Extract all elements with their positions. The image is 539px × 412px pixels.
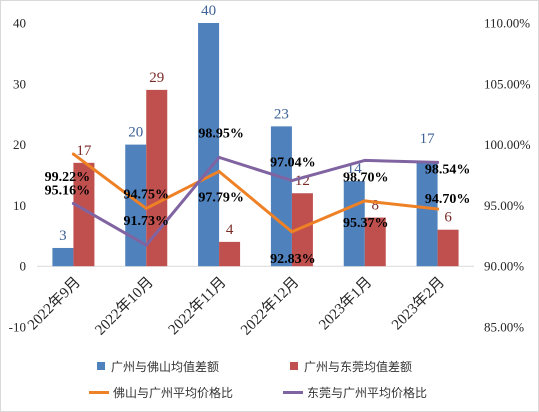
legend-swatch-red-square [290, 362, 298, 370]
point-label-dg-gz-ratio: 97.04% [270, 156, 316, 171]
point-label-dg-gz-ratio: 95.16% [45, 183, 91, 198]
y-right-tick-label: 90.00% [484, 259, 524, 274]
legend-item-gz-dg-diff: 广州与东莞均值差额 [290, 358, 412, 374]
y-left-tick-label: -10 [9, 320, 26, 335]
point-label-fs-gz-ratio: 94.75% [124, 187, 170, 202]
legend-item-gz-fs-diff: 广州与佛山均值差额 [97, 358, 219, 374]
point-fs-gz-ratio [144, 206, 148, 210]
y-right-tick-label: 110.00% [484, 16, 530, 31]
point-dg-gz-ratio [290, 179, 294, 183]
bar-label-gz-fs-diff: 17 [420, 131, 436, 147]
y-right-tick-label: 85.00% [484, 320, 524, 335]
point-label-fs-gz-ratio: 95.37% [343, 216, 389, 231]
point-dg-gz-ratio [144, 243, 148, 247]
point-fs-gz-ratio [217, 169, 221, 173]
point-fs-gz-ratio [363, 199, 367, 203]
bar-gz-dg-diff [291, 193, 313, 267]
bar-label-gz-dg-diff: 8 [372, 198, 380, 214]
y-left-tick-label: 0 [20, 259, 27, 274]
bar-gz-dg-diff [146, 89, 168, 267]
legend-swatch-blue-square [97, 362, 105, 370]
legend-swatch-orange-line [89, 390, 109, 394]
point-fs-gz-ratio [290, 230, 294, 234]
point-label-dg-gz-ratio: 98.95% [198, 126, 244, 141]
line-fs-gz-ratio [71, 152, 440, 234]
y-right-tick-label: 100.00% [484, 137, 531, 152]
legend-swatch-purple-line [283, 390, 303, 394]
point-dg-gz-ratio [436, 160, 440, 164]
line-dg-gz-ratio [71, 155, 440, 247]
point-label-fs-gz-ratio: 92.83% [270, 252, 316, 267]
point-dg-gz-ratio [217, 155, 221, 159]
tick-labels-layer: 40 30 20 10 0 -10 110.00% 105.00% 100.00% 95.00% 9… [9, 16, 531, 335]
y-left-tick-label: 20 [13, 137, 26, 152]
point-label-dg-gz-ratio: 98.54% [425, 162, 471, 177]
bars-layer [52, 23, 459, 267]
point-dg-gz-ratio [71, 201, 75, 205]
y-right-tick-label: 95.00% [484, 198, 524, 213]
points-layer [71, 152, 440, 247]
bar-label-gz-fs-diff: 23 [274, 106, 289, 122]
bar-label-gz-fs-diff: 3 [59, 228, 67, 244]
bar-gz-dg-diff [437, 229, 459, 267]
y-left-tick-label: 30 [13, 76, 26, 91]
legend-label: 广州与佛山均值差额 [111, 359, 220, 374]
bar-label-gz-dg-diff: 17 [76, 143, 92, 159]
legend-label: 广州与东莞均值差额 [304, 359, 413, 374]
lines-layer [71, 152, 440, 247]
point-label-dg-gz-ratio: 98.70% [343, 170, 389, 185]
bar-gz-fs-diff [416, 162, 438, 267]
legend-label: 东莞与广州平均价格比 [307, 385, 428, 400]
bar-label-gz-dg-diff: 6 [444, 210, 452, 226]
line-labels-layer: 99.22% 94.75% 97.79% 92.83% 95.37% 94.70% 95.1… [45, 126, 471, 266]
y-left-tick-label: 10 [13, 198, 26, 213]
bar-gz-dg-diff [73, 162, 95, 267]
point-fs-gz-ratio [436, 207, 440, 211]
bar-label-gz-fs-diff: 40 [201, 3, 216, 19]
bar-gz-fs-diff [198, 23, 220, 267]
bar-gz-dg-diff [364, 217, 386, 267]
bar-label-gz-fs-diff: 20 [128, 125, 143, 141]
point-label-fs-gz-ratio: 97.79% [198, 190, 244, 205]
legend-item-dg-gz-ratio: 东莞与广州平均价格比 [283, 384, 427, 400]
point-label-fs-gz-ratio: 94.70% [425, 192, 471, 207]
point-dg-gz-ratio [363, 158, 367, 162]
bar-label-gz-dg-diff: 29 [149, 70, 164, 86]
legend-label: 佛山与广州平均价格比 [113, 385, 234, 400]
bar-gz-fs-diff [52, 247, 74, 267]
bar-gz-fs-diff [270, 126, 292, 267]
point-label-fs-gz-ratio: 99.22% [45, 170, 91, 185]
legend-item-fs-gz-ratio: 佛山与广州平均价格比 [89, 384, 233, 400]
point-label-dg-gz-ratio: 91.73% [124, 214, 170, 229]
y-right-tick-label: 105.00% [484, 76, 531, 91]
bar-gz-dg-diff [219, 241, 241, 267]
y-left-tick-label: 40 [13, 16, 26, 31]
point-fs-gz-ratio [71, 152, 75, 156]
bar-label-gz-dg-diff: 4 [226, 222, 234, 238]
